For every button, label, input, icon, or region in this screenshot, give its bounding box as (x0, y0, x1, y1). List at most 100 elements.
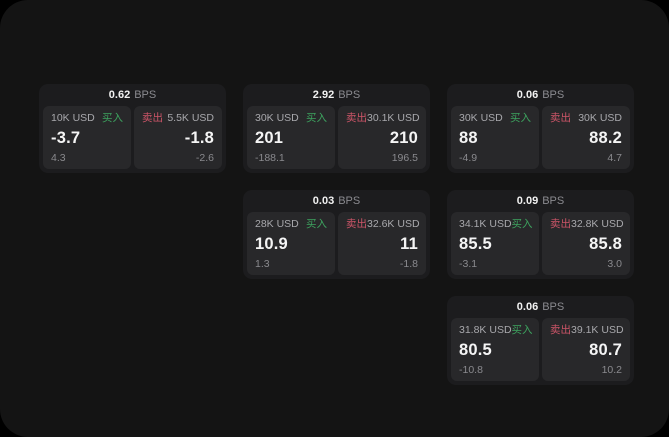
quote-panels: 30K USD 买入 88 -4.9 卖出 30K USD 88.2 4.7 (447, 106, 634, 173)
sell-quote-panel[interactable]: 卖出 30.1K USD 210 196.5 (338, 106, 426, 169)
buy-change: 4.3 (51, 151, 66, 164)
buy-change: -3.1 (459, 257, 478, 270)
sell-quote-panel[interactable]: 卖出 30K USD 88.2 4.7 (542, 106, 630, 169)
sell-amount: 32.6K USD (367, 218, 420, 230)
buy-quote-panel[interactable]: 34.1K USD 买入 85.5 -3.1 (451, 212, 539, 275)
sell-panel-top-row: 卖出 32.8K USD (550, 218, 624, 230)
buy-price: -3.7 (51, 128, 81, 147)
spread-value: 0.09 (516, 194, 539, 207)
buy-price: 201 (255, 128, 284, 147)
spread-unit: BPS (542, 300, 565, 313)
sell-change: 3.0 (607, 257, 622, 270)
sell-quote-panel[interactable]: 卖出 32.8K USD 85.8 3.0 (542, 212, 630, 275)
buy-panel-top-row: 28K USD 买入 (255, 218, 327, 230)
sell-panel-top-row: 卖出 32.6K USD (346, 218, 420, 230)
buy-quote-panel[interactable]: 28K USD 买入 10.9 1.3 (247, 212, 335, 275)
buy-panel-top-row: 30K USD 买入 (255, 112, 327, 124)
spread-unit: BPS (338, 194, 361, 207)
sell-label: 卖出 (346, 218, 367, 230)
spread-unit: BPS (134, 88, 157, 101)
buy-label: 买入 (511, 218, 533, 230)
sell-panel-top-row: 卖出 30K USD (550, 112, 622, 124)
spread-value: 0.03 (312, 194, 335, 207)
buy-change: -188.1 (255, 151, 285, 164)
spread-unit: BPS (338, 88, 361, 101)
buy-label: 买入 (306, 112, 327, 124)
buy-price: 80.5 (459, 340, 492, 359)
spread-unit: BPS (542, 88, 565, 101)
buy-label: 买入 (510, 112, 531, 124)
spread-header: 2.92 BPS (243, 84, 430, 106)
spread-header: 0.03 BPS (243, 190, 430, 212)
buy-price: 88 (459, 128, 478, 147)
sell-quote-panel[interactable]: 卖出 32.6K USD 11 -1.8 (338, 212, 426, 275)
sell-price: 11 (400, 234, 418, 253)
sell-label: 卖出 (142, 112, 163, 124)
buy-label: 买入 (511, 324, 533, 336)
quote-panels: 30K USD 买入 201 -188.1 卖出 30.1K USD 210 1… (243, 106, 430, 173)
quote-card: 0.06 BPS 31.8K USD 买入 80.5 -10.8 卖出 39.1… (447, 296, 634, 385)
spread-value: 2.92 (312, 88, 335, 101)
sell-price: 80.7 (589, 340, 622, 359)
spread-unit: BPS (542, 194, 565, 207)
sell-change: 196.5 (391, 151, 418, 164)
sell-change: 4.7 (607, 151, 622, 164)
sell-change: -1.8 (399, 257, 418, 270)
buy-panel-top-row: 31.8K USD 买入 (459, 324, 533, 336)
quote-panels: 31.8K USD 买入 80.5 -10.8 卖出 39.1K USD 80.… (447, 318, 634, 385)
spread-header: 0.62 BPS (39, 84, 226, 106)
quote-grid: 0.62 BPS 10K USD 买入 -3.7 4.3 卖出 5.5K USD… (39, 84, 634, 385)
spread-value: 0.62 (108, 88, 131, 101)
quote-panels: 10K USD 买入 -3.7 4.3 卖出 5.5K USD -1.8 -2.… (39, 106, 226, 173)
sell-price: 88.2 (589, 128, 622, 147)
sell-change: -2.6 (195, 151, 214, 164)
spread-header: 0.06 BPS (447, 296, 634, 318)
buy-amount: 28K USD (255, 218, 299, 230)
quote-card: 0.62 BPS 10K USD 买入 -3.7 4.3 卖出 5.5K USD… (39, 84, 226, 173)
spread-header: 0.06 BPS (447, 84, 634, 106)
sell-label: 卖出 (550, 112, 571, 124)
quote-card: 0.09 BPS 34.1K USD 买入 85.5 -3.1 卖出 32.8K… (447, 190, 634, 279)
buy-price: 10.9 (255, 234, 288, 253)
buy-amount: 30K USD (459, 112, 503, 124)
spread-value: 0.06 (516, 88, 539, 101)
buy-amount: 10K USD (51, 112, 95, 124)
sell-panel-top-row: 卖出 30.1K USD (346, 112, 420, 124)
sell-amount: 39.1K USD (571, 324, 624, 336)
buy-change: 1.3 (255, 257, 270, 270)
spread-value: 0.06 (516, 300, 539, 313)
buy-panel-top-row: 34.1K USD 买入 (459, 218, 533, 230)
buy-amount: 31.8K USD (459, 324, 512, 336)
sell-label: 卖出 (550, 324, 571, 336)
buy-quote-panel[interactable]: 30K USD 买入 88 -4.9 (451, 106, 539, 169)
spread-header: 0.09 BPS (447, 190, 634, 212)
sell-label: 卖出 (550, 218, 571, 230)
buy-panel-top-row: 10K USD 买入 (51, 112, 123, 124)
buy-quote-panel[interactable]: 30K USD 买入 201 -188.1 (247, 106, 335, 169)
quote-card: 2.92 BPS 30K USD 买入 201 -188.1 卖出 30.1K … (243, 84, 430, 173)
buy-change: -4.9 (459, 151, 478, 164)
sell-price: 210 (389, 128, 418, 147)
buy-label: 买入 (306, 218, 327, 230)
sell-price: -1.8 (184, 128, 214, 147)
buy-label: 买入 (102, 112, 123, 124)
sell-amount: 30.1K USD (367, 112, 420, 124)
sell-panel-top-row: 卖出 39.1K USD (550, 324, 624, 336)
quote-panels: 28K USD 买入 10.9 1.3 卖出 32.6K USD 11 -1.8 (243, 212, 430, 279)
buy-amount: 30K USD (255, 112, 299, 124)
sell-amount: 32.8K USD (571, 218, 624, 230)
sell-quote-panel[interactable]: 卖出 5.5K USD -1.8 -2.6 (134, 106, 222, 169)
buy-quote-panel[interactable]: 31.8K USD 买入 80.5 -10.8 (451, 318, 539, 381)
sell-change: 10.2 (601, 363, 622, 376)
buy-quote-panel[interactable]: 10K USD 买入 -3.7 4.3 (43, 106, 131, 169)
buy-change: -10.8 (459, 363, 483, 376)
quote-card: 0.03 BPS 28K USD 买入 10.9 1.3 卖出 32.6K US… (243, 190, 430, 279)
quote-panels: 34.1K USD 买入 85.5 -3.1 卖出 32.8K USD 85.8… (447, 212, 634, 279)
buy-price: 85.5 (459, 234, 492, 253)
sell-amount: 5.5K USD (167, 112, 214, 124)
sell-label: 卖出 (346, 112, 367, 124)
sell-quote-panel[interactable]: 卖出 39.1K USD 80.7 10.2 (542, 318, 630, 381)
sell-panel-top-row: 卖出 5.5K USD (142, 112, 214, 124)
sell-price: 85.8 (589, 234, 622, 253)
